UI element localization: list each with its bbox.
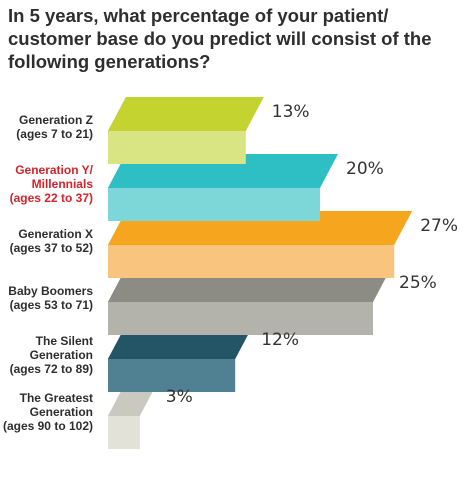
- category-label-line: (ages 7 to 21): [16, 127, 93, 141]
- chart-title: In 5 years, what percentage of your pati…: [8, 5, 432, 72]
- category-label-line: Millennials: [32, 177, 94, 191]
- bar-front-face: [108, 416, 140, 449]
- category-label-line: (ages 72 to 89): [10, 362, 93, 376]
- category-label-line: Generation Z: [19, 113, 93, 127]
- bar-1: [108, 97, 264, 164]
- category-label: Generation Y/Millennials (ages 22 to 37): [10, 163, 94, 205]
- value-label: 25%: [399, 273, 437, 293]
- bar-front-face: [108, 302, 373, 335]
- category-label: Generation X (ages 37 to 52): [10, 227, 93, 255]
- category-label: The Silent Generation (ages 72 to 89): [10, 334, 93, 376]
- bar-6: [108, 382, 158, 449]
- category-label-line: Generation: [30, 405, 93, 419]
- value-labels-layer: 3% 12% 25% 27% 20% 13%: [166, 102, 458, 407]
- bar-3: [108, 211, 413, 278]
- category-label: The Greatest Generation (ages 90 to 102): [3, 391, 93, 433]
- bar-4: [108, 268, 391, 335]
- category-label-line: Generation X: [18, 227, 93, 241]
- value-label: 20%: [346, 159, 384, 179]
- bar-front-face: [108, 188, 320, 221]
- category-label-line: The Silent: [36, 334, 93, 348]
- bar-top-face: [108, 97, 264, 131]
- category-label: Generation Z (ages 7 to 21): [16, 113, 93, 141]
- value-label: 13%: [272, 102, 310, 122]
- category-label-line: The Greatest: [20, 391, 93, 405]
- bar-front-face: [108, 359, 236, 392]
- category-label-line: Generation: [30, 348, 93, 362]
- category-label-line: (ages 53 to 71): [10, 298, 93, 312]
- category-label-line: (ages 90 to 102): [3, 419, 93, 433]
- value-label: 27%: [420, 216, 458, 236]
- bar-2: [108, 154, 338, 221]
- value-label: 12%: [261, 330, 299, 350]
- bars-layer: [108, 97, 413, 449]
- category-label-line: (ages 22 to 37): [10, 191, 93, 205]
- category-label: Baby Boomers (ages 53 to 71): [8, 284, 93, 312]
- category-label-line: (ages 37 to 52): [10, 241, 93, 255]
- bar-front-face: [108, 245, 395, 278]
- bar-front-face: [108, 131, 246, 164]
- bar-5: [108, 325, 254, 392]
- value-label: 3%: [166, 387, 193, 407]
- category-label-line: Baby Boomers: [8, 284, 93, 298]
- category-labels-layer: Generation Z (ages 7 to 21) Generation Y/M…: [3, 113, 94, 433]
- category-label-line: Generation Y/: [15, 163, 93, 177]
